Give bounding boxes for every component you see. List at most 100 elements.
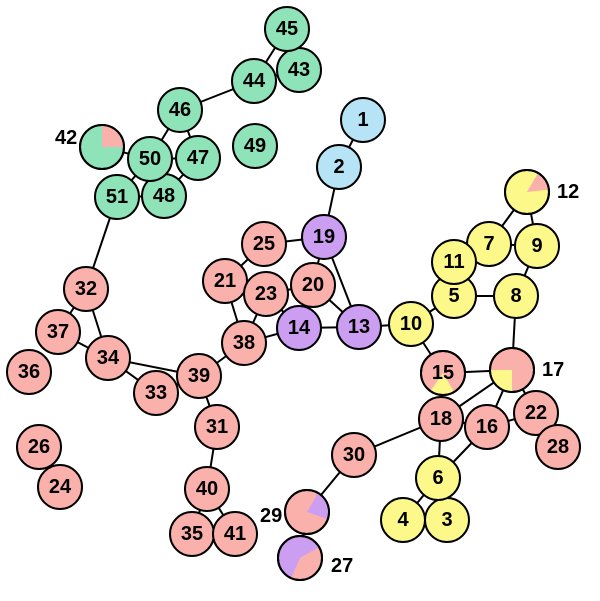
node-38: 38 xyxy=(222,321,266,365)
node-12 xyxy=(505,170,549,214)
node-30: 30 xyxy=(332,433,376,477)
node-1: 1 xyxy=(341,98,385,142)
node-label: 36 xyxy=(18,361,40,383)
node-31: 31 xyxy=(195,405,239,449)
external-label: 29 xyxy=(260,505,282,527)
nodes-layer: 1234567891011131415161819202122232425262… xyxy=(7,7,580,580)
node-19: 19 xyxy=(302,215,346,259)
node-39: 39 xyxy=(177,354,221,398)
node-label: 22 xyxy=(525,402,547,424)
node-label: 15 xyxy=(432,362,454,384)
node-label: 9 xyxy=(531,235,542,257)
node-8: 8 xyxy=(494,274,538,318)
node-label: 11 xyxy=(443,251,464,273)
node-46: 46 xyxy=(158,88,202,132)
node-label: 4 xyxy=(397,509,409,531)
node-14: 14 xyxy=(277,306,321,350)
node-label: 18 xyxy=(430,408,452,430)
node-10: 10 xyxy=(389,302,433,346)
node-49: 49 xyxy=(233,124,277,168)
node-44: 44 xyxy=(232,59,276,103)
node-label: 28 xyxy=(547,436,569,458)
node-label: 44 xyxy=(243,70,266,92)
node-25: 25 xyxy=(242,222,286,266)
node-label: 38 xyxy=(233,332,255,354)
node-label: 7 xyxy=(483,233,494,255)
node-28: 28 xyxy=(536,425,580,469)
node-36: 36 xyxy=(7,350,51,394)
node-pie-slice xyxy=(491,370,512,391)
node-34: 34 xyxy=(86,336,130,380)
node-9: 9 xyxy=(515,224,559,268)
node-label: 24 xyxy=(49,476,72,498)
node-label: 19 xyxy=(313,226,335,248)
node-13: 13 xyxy=(337,305,381,349)
node-label: 41 xyxy=(224,523,246,545)
node-label: 45 xyxy=(276,18,298,40)
node-label: 49 xyxy=(244,135,266,157)
node-label: 16 xyxy=(476,416,498,438)
node-37: 37 xyxy=(36,310,80,354)
node-label: 13 xyxy=(348,316,370,338)
node-label: 2 xyxy=(333,156,344,178)
node-35: 35 xyxy=(170,512,214,556)
node-label: 40 xyxy=(196,478,218,500)
node-label: 37 xyxy=(47,321,69,343)
node-42 xyxy=(80,125,124,169)
node-43: 43 xyxy=(277,48,321,92)
node-15: 15 xyxy=(421,351,465,395)
external-label: 17 xyxy=(542,359,564,381)
node-label: 32 xyxy=(75,278,97,300)
network-diagram: 1234567891011131415161819202122232425262… xyxy=(0,0,600,601)
node-4: 4 xyxy=(381,498,425,542)
node-27 xyxy=(278,536,322,580)
node-20: 20 xyxy=(291,263,335,307)
node-label: 1 xyxy=(357,109,368,131)
node-17 xyxy=(490,348,534,392)
node-label: 5 xyxy=(448,285,459,307)
node-label: 10 xyxy=(400,313,422,335)
node-23: 23 xyxy=(244,272,288,316)
node-label: 21 xyxy=(214,270,236,292)
node-47: 47 xyxy=(176,136,220,180)
node-label: 8 xyxy=(510,285,521,307)
node-29 xyxy=(285,490,329,534)
node-18: 18 xyxy=(419,397,463,441)
node-label: 25 xyxy=(253,233,275,255)
node-45: 45 xyxy=(265,7,309,51)
node-51: 51 xyxy=(95,175,139,219)
node-label: 35 xyxy=(181,523,203,545)
external-label: 27 xyxy=(331,555,353,577)
node-label: 33 xyxy=(145,382,167,404)
node-label: 6 xyxy=(432,467,443,489)
node-3: 3 xyxy=(425,498,469,542)
node-41: 41 xyxy=(213,512,257,556)
node-11: 11 xyxy=(432,240,476,284)
node-pie-slice xyxy=(102,126,123,147)
node-40: 40 xyxy=(185,467,229,511)
node-label: 43 xyxy=(288,59,310,81)
node-label: 3 xyxy=(441,509,452,531)
external-label: 42 xyxy=(55,127,77,149)
node-32: 32 xyxy=(64,267,108,311)
node-26: 26 xyxy=(17,425,61,469)
node-50: 50 xyxy=(128,137,172,181)
node-label: 51 xyxy=(106,186,128,208)
node-16: 16 xyxy=(465,405,509,449)
node-label: 34 xyxy=(97,347,120,369)
external-label: 12 xyxy=(557,181,579,203)
node-label: 48 xyxy=(153,185,175,207)
node-33: 33 xyxy=(134,371,178,415)
node-21: 21 xyxy=(203,259,247,303)
node-label: 23 xyxy=(255,283,277,305)
node-label: 46 xyxy=(169,99,191,121)
node-label: 30 xyxy=(343,444,365,466)
node-label: 20 xyxy=(302,274,324,296)
node-label: 39 xyxy=(188,365,210,387)
node-6: 6 xyxy=(416,456,460,500)
node-label: 50 xyxy=(139,148,161,170)
node-2: 2 xyxy=(317,145,361,189)
node-label: 14 xyxy=(288,317,311,339)
node-24: 24 xyxy=(38,465,82,509)
node-label: 26 xyxy=(28,436,50,458)
